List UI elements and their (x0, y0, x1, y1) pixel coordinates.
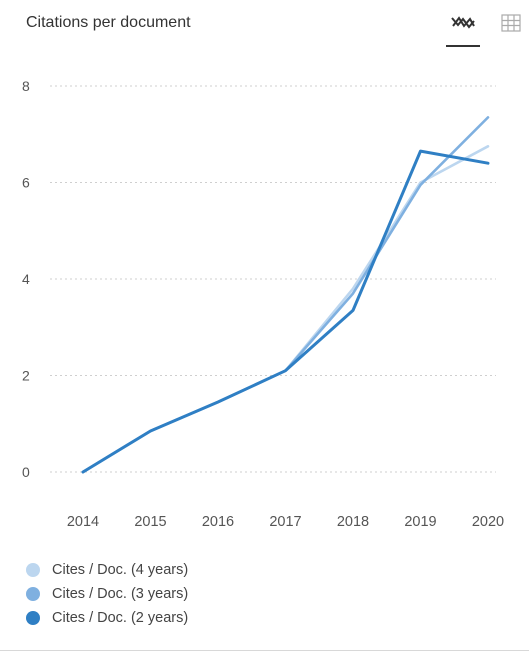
x-tick-label: 2018 (337, 514, 369, 530)
line-chart-view-button[interactable] (446, 6, 480, 40)
card-bottom-rule (0, 650, 529, 651)
line-chart-icon (451, 16, 475, 29)
legend-item[interactable]: Cites / Doc. (3 years) (26, 582, 188, 606)
legend-item[interactable]: Cites / Doc. (4 years) (26, 558, 188, 582)
legend-label: Cites / Doc. (4 years) (52, 562, 189, 578)
y-tick-label: 2 (22, 368, 30, 384)
active-view-indicator (446, 45, 480, 47)
legend-item[interactable]: Cites / Doc. (2 years) (26, 606, 188, 630)
chart-header: Citations per document (0, 0, 529, 50)
series-line (81, 116, 490, 474)
series-line (81, 149, 490, 474)
legend-swatch (26, 587, 40, 601)
legend-swatch (26, 563, 40, 577)
x-tick-label: 2015 (134, 514, 166, 530)
legend-label: Cites / Doc. (2 years) (52, 610, 189, 626)
series-line (81, 145, 490, 474)
line-chart: 0 2 4 6 8 2014 2015 2016 2017 2018 2019 2020 (22, 78, 504, 530)
x-tick-label: 2014 (67, 514, 99, 530)
table-view-button[interactable] (494, 6, 528, 40)
y-tick-label: 0 (22, 464, 30, 480)
legend-swatch (26, 611, 40, 625)
y-tick-label: 6 (22, 175, 30, 191)
x-tick-label: 2020 (472, 514, 504, 530)
legend-label: Cites / Doc. (3 years) (52, 586, 189, 602)
chart-title: Citations per document (26, 14, 191, 31)
x-tick-label: 2016 (202, 514, 234, 530)
table-grid-icon (501, 14, 521, 32)
y-tick-label: 8 (22, 78, 30, 94)
chart-legend: Cites / Doc. (4 years) Cites / Doc. (3 ye… (26, 558, 188, 630)
x-tick-label: 2019 (404, 514, 436, 530)
y-tick-label: 4 (22, 271, 30, 287)
x-tick-label: 2017 (269, 514, 301, 530)
